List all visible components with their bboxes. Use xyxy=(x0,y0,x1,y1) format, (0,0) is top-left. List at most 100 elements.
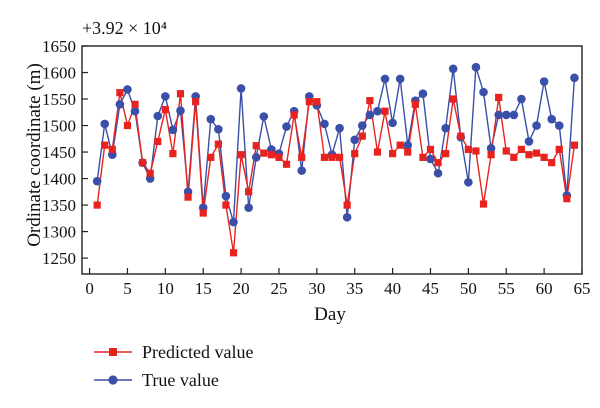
point-predicted xyxy=(570,141,579,149)
point-true xyxy=(358,121,367,130)
point-predicted xyxy=(139,159,147,167)
point-true xyxy=(373,106,382,116)
point-predicted xyxy=(93,201,101,209)
point-true xyxy=(509,110,519,120)
point-true xyxy=(570,73,579,83)
point-predicted xyxy=(108,145,116,153)
point-true xyxy=(221,191,231,201)
point-predicted xyxy=(199,209,207,217)
point-predicted xyxy=(419,153,427,161)
y-tick-label: 1500 xyxy=(42,117,76,136)
point-predicted xyxy=(290,111,298,119)
point-predicted xyxy=(404,148,412,156)
point-true xyxy=(532,121,541,130)
point-true xyxy=(214,124,223,134)
x-tick-label: 35 xyxy=(346,279,363,298)
point-true xyxy=(123,85,132,94)
plot-frame xyxy=(81,45,583,275)
x-tick-label: 45 xyxy=(422,279,439,298)
y-tick-label: 1250 xyxy=(42,249,76,268)
point-predicted xyxy=(313,98,321,106)
point-true xyxy=(229,217,238,227)
point-predicted xyxy=(298,153,306,161)
point-predicted xyxy=(548,159,556,167)
point-predicted xyxy=(487,151,495,159)
legend-label-true: True value xyxy=(142,370,219,390)
point-predicted xyxy=(169,150,177,158)
point-predicted xyxy=(502,147,510,155)
point-true xyxy=(547,114,556,124)
x-axis-title: Day xyxy=(314,304,346,325)
point-predicted xyxy=(442,150,450,158)
x-tick-label: 10 xyxy=(157,279,174,298)
point-predicted xyxy=(540,153,548,161)
point-true xyxy=(418,89,428,99)
x-tick-label: 55 xyxy=(498,279,515,298)
point-predicted xyxy=(335,153,344,161)
point-predicted xyxy=(275,153,283,161)
point-predicted xyxy=(449,95,457,103)
plot-area: 0 5 10 15 20 25 30 35 40 45 50 55 60 65 1250 1300 1350 14… xyxy=(42,37,591,298)
point-predicted xyxy=(563,195,571,203)
legend-marker-predicted xyxy=(109,348,117,356)
legend-label-predicted: Predicted value xyxy=(142,342,253,362)
point-predicted xyxy=(123,121,132,130)
point-true xyxy=(365,110,375,120)
point-predicted xyxy=(192,98,200,106)
y-tick-label: 1350 xyxy=(42,196,76,215)
point-true xyxy=(554,121,564,130)
point-predicted xyxy=(525,151,533,159)
point-predicted xyxy=(434,159,442,167)
legend: Predicted value True value xyxy=(94,342,253,390)
point-true xyxy=(342,212,352,222)
point-predicted xyxy=(464,145,472,153)
point-predicted xyxy=(252,142,260,150)
point-predicted xyxy=(131,100,139,108)
y-tick-label: 1650 xyxy=(42,37,76,56)
point-true xyxy=(282,122,291,131)
point-predicted xyxy=(472,147,480,155)
point-true xyxy=(335,123,344,133)
series-line-predicted xyxy=(96,92,576,253)
point-predicted xyxy=(282,160,291,168)
point-predicted xyxy=(154,137,162,146)
point-true xyxy=(320,119,329,129)
point-predicted xyxy=(214,140,222,148)
point-true xyxy=(115,100,125,109)
point-predicted xyxy=(207,153,215,161)
axis-offset-label: +3.92 × 10⁴ xyxy=(82,18,167,38)
x-tick-label: 50 xyxy=(460,279,477,298)
point-predicted xyxy=(532,149,541,157)
x-tick-label: 60 xyxy=(536,279,553,298)
point-predicted xyxy=(426,145,435,153)
point-true xyxy=(501,110,511,120)
point-predicted xyxy=(510,153,518,161)
point-predicted xyxy=(161,106,169,114)
point-predicted xyxy=(457,132,465,140)
point-true xyxy=(259,112,269,121)
point-true xyxy=(251,153,261,162)
point-predicted xyxy=(229,249,238,257)
point-true xyxy=(486,144,496,153)
x-tick-label: 5 xyxy=(123,279,132,298)
point-true xyxy=(388,118,397,128)
point-predicted xyxy=(116,89,124,97)
point-true xyxy=(448,64,458,74)
point-true xyxy=(524,137,534,146)
point-predicted xyxy=(495,93,503,102)
point-true xyxy=(479,87,488,97)
point-predicted xyxy=(366,97,374,105)
point-true xyxy=(441,123,450,133)
x-tick-label: 0 xyxy=(85,279,94,298)
point-true xyxy=(517,94,526,104)
legend-marker-true xyxy=(108,375,118,385)
point-predicted xyxy=(245,188,253,196)
point-predicted xyxy=(101,141,109,149)
point-predicted xyxy=(320,153,329,161)
point-true xyxy=(176,106,185,115)
point-predicted xyxy=(373,148,382,156)
point-predicted xyxy=(260,149,268,157)
point-true xyxy=(244,203,253,213)
point-predicted xyxy=(396,141,404,149)
